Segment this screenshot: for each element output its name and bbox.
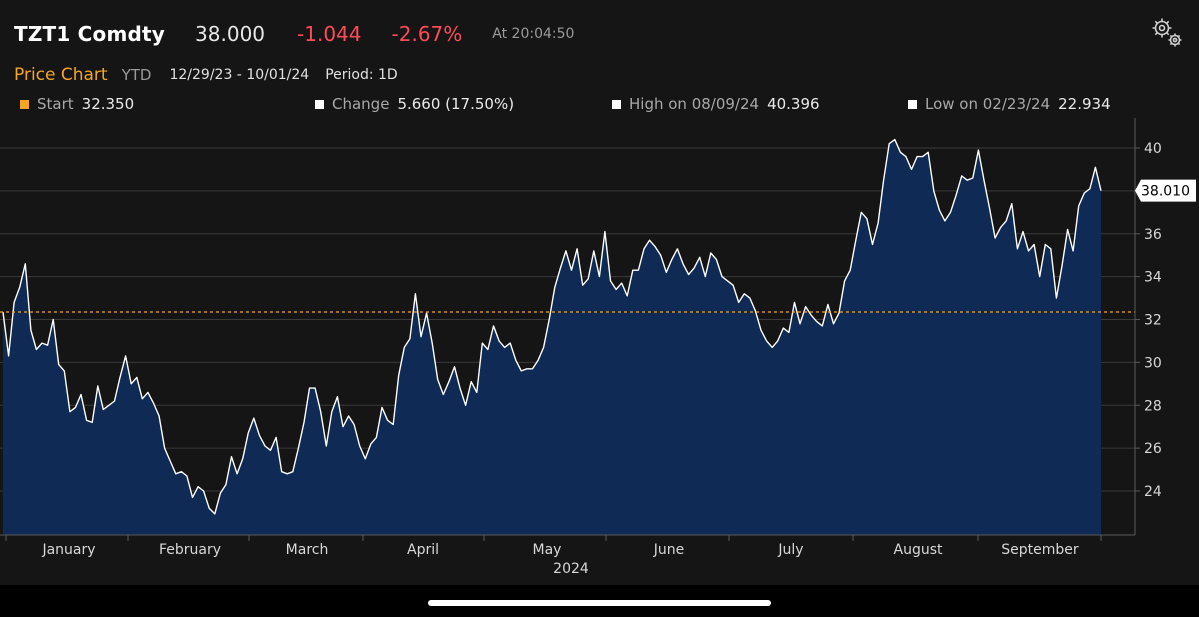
stat-start-label: Start <box>37 95 74 113</box>
high-swatch <box>612 99 621 109</box>
x-tick-label: May <box>533 542 562 558</box>
stat-change: Change 5.660 (17.50%) <box>315 93 514 115</box>
stat-change-label: Change <box>332 95 390 113</box>
x-tick-label: January <box>41 542 95 558</box>
area-fill <box>3 139 1101 535</box>
x-tick-label: March <box>286 542 329 558</box>
change-swatch <box>315 99 324 109</box>
price-area-chart[interactable]: 24262830323436384038.010JanuaryFebruaryM… <box>0 118 1199 585</box>
stat-start-value: 32.350 <box>81 95 135 113</box>
stat-high-label: High on 08/09/24 <box>629 95 760 113</box>
y-tick-label: 28 <box>1144 398 1162 414</box>
as-of-time: At 20:04:50 <box>492 26 575 42</box>
low-swatch <box>908 99 917 109</box>
y-tick-label: 36 <box>1144 227 1162 243</box>
stat-start: Start 32.350 <box>20 93 134 115</box>
y-tick-label: 26 <box>1144 441 1162 457</box>
last-price: 38.000 <box>195 22 266 46</box>
stat-high-value: 40.396 <box>767 95 820 113</box>
quote-header: TZT1 Comdty 38.000 -1.044 -2.67% At 20:0… <box>14 20 574 48</box>
stat-high: High on 08/09/24 40.396 <box>612 93 820 115</box>
home-indicator[interactable] <box>428 600 771 606</box>
y-tick-label: 24 <box>1144 484 1162 500</box>
stat-low-label: Low on 02/23/24 <box>925 95 1051 113</box>
stat-low: Low on 02/23/24 22.934 <box>908 93 1111 115</box>
stat-change-value: 5.660 (17.50%) <box>397 95 515 113</box>
date-range[interactable]: 12/29/23 - 10/01/24 <box>169 67 310 83</box>
x-tick-label: February <box>159 542 221 558</box>
price-line <box>2 138 1102 515</box>
x-tick-label: June <box>653 542 685 558</box>
gear-icon[interactable] <box>1148 14 1186 50</box>
stat-low-value: 22.934 <box>1058 95 1111 113</box>
start-swatch <box>20 99 29 109</box>
last-value-label: 38.010 <box>1141 184 1190 200</box>
chart-subheader: Price Chart YTD 12/29/23 - 10/01/24 Peri… <box>14 63 398 87</box>
ticker-symbol[interactable]: TZT1 Comdty <box>14 22 166 46</box>
last-value-badge <box>1135 179 1196 202</box>
percent-change: -2.67% <box>391 22 463 46</box>
net-change: -1.044 <box>297 22 362 46</box>
year-label: 2024 <box>553 561 589 577</box>
x-tick-label: September <box>1001 542 1079 558</box>
y-tick-label: 34 <box>1144 270 1162 286</box>
range-mode[interactable]: YTD <box>121 66 152 84</box>
y-tick-label: 32 <box>1144 313 1162 329</box>
x-tick-label: April <box>407 542 439 558</box>
x-tick-label: July <box>777 542 803 558</box>
x-tick-label: August <box>894 542 944 558</box>
y-tick-label: 40 <box>1144 141 1162 157</box>
chart-title[interactable]: Price Chart <box>14 65 108 85</box>
period-selector[interactable]: Period: 1D <box>325 67 398 83</box>
y-tick-label: 30 <box>1144 355 1162 371</box>
